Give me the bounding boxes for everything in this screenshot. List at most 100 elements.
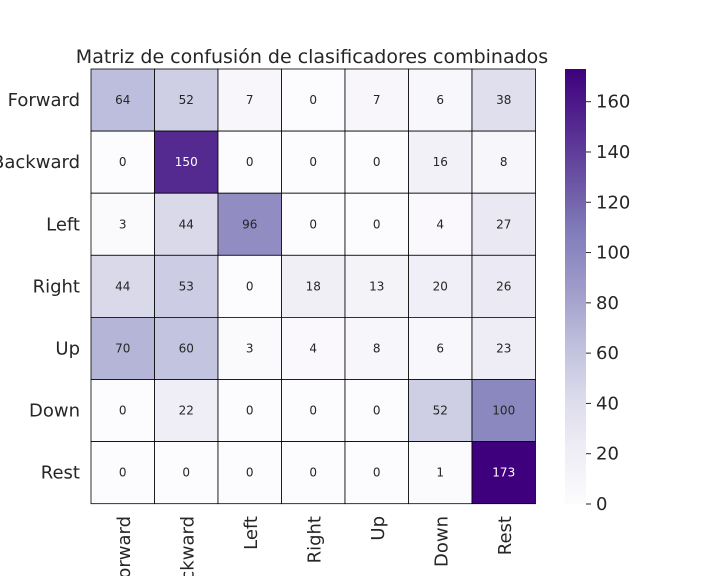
cell-value-label: 27 [496, 217, 511, 231]
cell-value-label: 16 [433, 155, 448, 169]
colorbar-tick-label: 140 [596, 142, 630, 163]
colorbar-tick-label: 60 [596, 343, 619, 364]
row-label: Down [29, 401, 80, 422]
cell-value-label: 20 [433, 279, 448, 293]
heatmap-cell [217, 316, 282, 380]
heatmap-cell [281, 254, 346, 318]
heatmap-cell [90, 441, 155, 505]
cell-value-label: 3 [119, 217, 127, 231]
heatmap-cell [154, 254, 219, 318]
heatmap-cell [344, 130, 409, 194]
cell-value-label: 0 [309, 217, 317, 231]
heatmap-cell [217, 68, 282, 132]
colorbar-tick-label: 120 [596, 192, 630, 213]
heatmap-cell [90, 254, 155, 318]
colorbar-tick-label: 0 [596, 494, 607, 515]
cell-value-label: 3 [246, 341, 254, 355]
column-label: Up [368, 516, 389, 541]
heatmap-cell [408, 441, 473, 505]
cell-value-label: 100 [492, 404, 515, 418]
cell-value-label: 0 [373, 155, 381, 169]
cell-value-label: 0 [246, 279, 254, 293]
heatmap-cell [281, 441, 346, 505]
cell-value-label: 38 [496, 93, 511, 107]
column-label: Down [431, 516, 452, 567]
heatmap-cell [471, 254, 536, 318]
cell-value-label: 173 [492, 466, 515, 480]
cell-value-label: 0 [309, 404, 317, 418]
cell-value-label: 7 [246, 93, 254, 107]
heatmap-cell [90, 316, 155, 380]
column-label: Forward [114, 516, 135, 576]
cell-value-label: 23 [496, 341, 511, 355]
row-label: Backward [0, 152, 80, 173]
cell-value-label: 0 [373, 404, 381, 418]
heatmap-cell [344, 68, 409, 132]
heatmap-cell [281, 192, 346, 256]
cell-value-label: 0 [373, 466, 381, 480]
cell-value-label: 0 [119, 155, 127, 169]
heatmap-cell [408, 192, 473, 256]
cell-value-label: 13 [369, 279, 384, 293]
cell-value-label: 0 [246, 466, 254, 480]
row-label: Rest [41, 463, 80, 484]
cell-value-label: 0 [182, 466, 190, 480]
cell-value-label: 8 [373, 341, 381, 355]
cell-value-label: 8 [500, 155, 508, 169]
heatmap-cell [408, 254, 473, 318]
colorbar [565, 69, 586, 504]
cell-value-label: 0 [373, 217, 381, 231]
cell-value-label: 0 [309, 93, 317, 107]
heatmap-cell [154, 68, 219, 132]
cell-value-label: 7 [373, 93, 381, 107]
cell-value-label: 26 [496, 279, 511, 293]
row-label: Forward [8, 90, 80, 111]
column-label: Backward [177, 516, 198, 576]
cell-value-label: 52 [433, 404, 448, 418]
heatmap-cell [408, 130, 473, 194]
cell-value-label: 150 [175, 155, 198, 169]
heatmap-cell [90, 130, 155, 194]
heatmap-cell [154, 379, 219, 442]
cell-value-label: 44 [115, 279, 130, 293]
colorbar-ticks: 0 20 40 60 80 100 120 140 160 [586, 92, 630, 515]
heatmap-cell [471, 379, 536, 442]
cell-value-label: 22 [179, 404, 194, 418]
cell-value-label: 64 [115, 93, 130, 107]
heatmap-cell [154, 192, 219, 256]
colorbar-tick-label: 100 [596, 243, 630, 264]
heatmap-cell [408, 68, 473, 132]
heatmap-cell [471, 441, 536, 505]
heatmap-cell [344, 379, 409, 442]
row-label: Up [55, 338, 80, 359]
cell-value-label: 44 [179, 217, 194, 231]
cell-value-label: 52 [179, 93, 194, 107]
column-label: Right [304, 516, 325, 563]
heatmap-cell [90, 379, 155, 442]
cell-value-label: 0 [246, 404, 254, 418]
heatmap-cell [217, 130, 282, 194]
heatmap-cell [281, 68, 346, 132]
cell-value-label: 0 [309, 466, 317, 480]
cell-value-label: 18 [306, 279, 321, 293]
colorbar-tick-label: 160 [596, 92, 630, 113]
colorbar-tick-label: 80 [596, 293, 619, 314]
colorbar-tick-label: 40 [596, 393, 619, 414]
column-label: Rest [495, 516, 516, 555]
cell-value-label: 70 [115, 341, 130, 355]
heatmap-cell [344, 192, 409, 256]
heatmap-cell [471, 130, 536, 194]
heatmap-cell [471, 192, 536, 256]
cell-value-label: 6 [436, 93, 444, 107]
cell-value-label: 0 [246, 155, 254, 169]
cell-value-label: 0 [119, 404, 127, 418]
row-label: Right [33, 276, 80, 297]
heatmap-cell [471, 316, 536, 380]
cell-value-label: 0 [309, 155, 317, 169]
heatmap-cell [217, 441, 282, 505]
row-labels: Forward Backward Left Right Up Down Rest [0, 90, 80, 484]
heatmap-cell [217, 192, 282, 256]
row-label: Left [46, 214, 80, 235]
